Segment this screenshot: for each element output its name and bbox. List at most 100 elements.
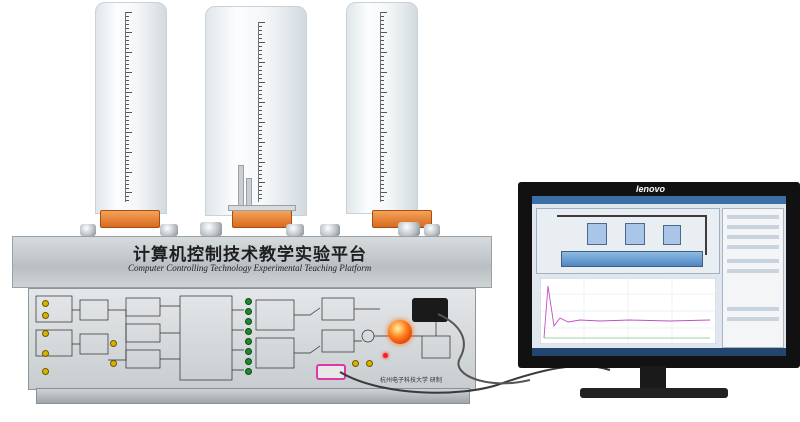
terminal-jack[interactable]	[42, 312, 49, 319]
scale-tick	[259, 166, 262, 167]
terminal-jack[interactable]	[42, 350, 49, 357]
water-tank-left	[95, 2, 167, 214]
scale-tick	[259, 170, 262, 171]
scale-tick	[259, 86, 262, 87]
scale-tick	[381, 136, 384, 137]
scale-tick	[259, 50, 262, 51]
terminal-jack[interactable]	[366, 360, 373, 367]
scale-tick	[259, 30, 262, 31]
scale-tick	[126, 20, 129, 21]
scale-tick	[259, 54, 262, 55]
scale-tick	[126, 188, 129, 189]
scale-tick	[381, 180, 384, 181]
parameter-row	[727, 215, 779, 219]
scale-tick	[381, 24, 384, 25]
scale-tick	[381, 196, 384, 197]
scale-tick	[381, 200, 384, 201]
scale-tick	[126, 44, 129, 45]
terminal-jack-green[interactable]	[245, 328, 252, 335]
terminal-jack-green[interactable]	[245, 298, 252, 305]
terminal-jack[interactable]	[110, 340, 117, 347]
scale-tick	[381, 144, 384, 145]
scale-tick	[381, 44, 384, 45]
scale-tick	[126, 68, 129, 69]
terminal-jack-green[interactable]	[245, 308, 252, 315]
terminal-jack-green[interactable]	[245, 368, 252, 375]
scale-tick	[126, 172, 132, 173]
monitor-base	[580, 388, 728, 398]
parameter-row	[727, 259, 779, 263]
scale-tick	[381, 152, 387, 153]
scale-tick	[126, 88, 129, 89]
terminal-jack[interactable]	[42, 300, 49, 307]
monitor-neck	[640, 366, 666, 392]
scale-tick	[259, 34, 262, 35]
scale-tick	[126, 100, 129, 101]
platform-title-cn: 计算机控制技术教学实验平台	[133, 245, 367, 265]
middle-bracket	[228, 205, 296, 211]
window-title-bar	[532, 196, 786, 204]
scale-tick	[126, 32, 132, 33]
scale-tick	[381, 184, 384, 185]
scale-tick	[126, 124, 129, 125]
scale-tick	[126, 16, 129, 17]
usb-connector[interactable]	[316, 364, 346, 380]
terminal-jack[interactable]	[110, 360, 117, 367]
scale-tick	[381, 76, 384, 77]
parameter-row	[727, 225, 779, 229]
terminal-jack-green[interactable]	[245, 338, 252, 345]
parameter-row	[727, 269, 779, 273]
scale-tick	[259, 102, 265, 103]
scale-tick	[381, 104, 384, 105]
parameter-panel	[722, 208, 784, 348]
scale-tick	[259, 74, 262, 75]
terminal-jack-green[interactable]	[245, 358, 252, 365]
scale-tick	[381, 48, 384, 49]
scale-tick	[126, 140, 129, 141]
monitor-screen	[532, 196, 786, 356]
scale-tick	[381, 32, 387, 33]
scale-tick	[259, 150, 262, 151]
scale-tick	[259, 110, 262, 111]
water-tank-middle	[205, 6, 307, 216]
scale-tick	[259, 186, 262, 187]
scale-tick	[259, 158, 262, 159]
scale-tick	[381, 28, 384, 29]
scale-tick	[259, 26, 262, 27]
terminal-jack-green[interactable]	[245, 318, 252, 325]
scale-tick	[381, 68, 384, 69]
scale-tick	[381, 116, 384, 117]
power-switch[interactable]	[412, 298, 448, 322]
scale-tick	[381, 156, 384, 157]
terminal-jack[interactable]	[352, 360, 359, 367]
scale-tick	[259, 198, 262, 199]
scale-tick	[126, 84, 129, 85]
scale-tick	[259, 122, 265, 123]
scale-tick	[259, 146, 262, 147]
scale-tick	[381, 148, 384, 149]
scale-tick	[126, 164, 129, 165]
scale-tick	[126, 40, 129, 41]
scale-tick	[259, 174, 262, 175]
scale-tick	[259, 142, 265, 143]
maker-label: 杭州电子科技大学 研制	[380, 377, 442, 384]
scale-tick	[259, 134, 262, 135]
terminal-jack[interactable]	[42, 368, 49, 375]
scale-tick	[381, 20, 384, 21]
scale-tick	[381, 64, 384, 65]
terminal-jack[interactable]	[42, 330, 49, 337]
scale-tick	[381, 40, 384, 41]
scale-tick	[259, 70, 262, 71]
scale-tick	[126, 184, 129, 185]
tank-flange-left	[100, 210, 160, 228]
scale-tick	[259, 130, 262, 131]
terminal-jack-green[interactable]	[245, 348, 252, 355]
scale-tick	[259, 190, 262, 191]
scale-tick	[126, 104, 129, 105]
parameter-row	[727, 235, 779, 239]
scale-tick	[126, 176, 129, 177]
scale-tick	[126, 64, 129, 65]
scale-tick	[126, 96, 129, 97]
scale-tick	[381, 132, 387, 133]
scale-tick	[381, 60, 384, 61]
